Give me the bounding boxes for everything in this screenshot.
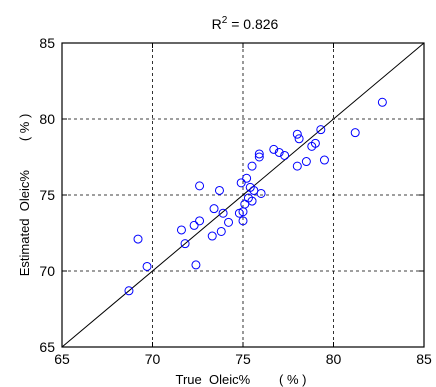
data-point bbox=[274, 147, 284, 157]
data-point bbox=[242, 173, 252, 183]
data-point bbox=[180, 239, 190, 249]
data-point bbox=[316, 125, 326, 135]
data-point bbox=[310, 138, 320, 148]
data-point bbox=[216, 226, 226, 236]
data-point bbox=[224, 217, 234, 227]
data-point bbox=[301, 157, 311, 167]
data-point bbox=[319, 155, 329, 165]
data-point bbox=[218, 208, 228, 218]
data-point bbox=[189, 220, 199, 230]
data-point bbox=[209, 204, 219, 214]
data-point bbox=[292, 129, 302, 139]
data-point bbox=[124, 286, 134, 296]
data-point bbox=[280, 150, 290, 160]
data-point bbox=[236, 178, 246, 188]
x-tick-label: 65 bbox=[54, 351, 70, 367]
data-point bbox=[207, 231, 217, 241]
axis-ticks: 65 70 75 80 85 65 70 75 80 85 bbox=[39, 35, 432, 367]
y-tick-label: 70 bbox=[39, 263, 55, 279]
y-tick-label: 80 bbox=[39, 111, 55, 127]
data-point bbox=[254, 152, 264, 162]
x-tick-label: 80 bbox=[326, 351, 342, 367]
y-tick-label: 85 bbox=[39, 35, 55, 51]
x-tick-label: 70 bbox=[145, 351, 161, 367]
data-points bbox=[124, 97, 387, 296]
data-point bbox=[292, 161, 302, 171]
data-point bbox=[377, 97, 387, 107]
chart-title: R2 = 0.826 bbox=[212, 15, 279, 32]
y-tick-label: 65 bbox=[39, 339, 55, 355]
data-point bbox=[195, 181, 205, 191]
data-point bbox=[176, 225, 186, 235]
data-point bbox=[294, 134, 304, 144]
x-tick-label: 75 bbox=[235, 351, 251, 367]
data-point bbox=[269, 144, 279, 154]
data-point bbox=[195, 216, 205, 226]
data-point bbox=[254, 149, 264, 159]
data-point bbox=[142, 261, 152, 271]
y-axis-label: Estimated Oleic% ( % ) bbox=[17, 114, 32, 277]
data-point bbox=[247, 161, 257, 171]
data-point bbox=[247, 196, 257, 206]
data-point bbox=[350, 128, 360, 138]
reference-line bbox=[61, 42, 425, 348]
data-point bbox=[238, 216, 248, 226]
data-point bbox=[256, 188, 266, 198]
x-axis-label: True Oleic% ( % ) bbox=[176, 372, 307, 387]
data-point bbox=[214, 185, 224, 195]
data-point bbox=[133, 234, 143, 244]
data-point bbox=[191, 260, 201, 270]
x-tick-label: 85 bbox=[416, 351, 432, 367]
y-tick-label: 75 bbox=[39, 187, 55, 203]
